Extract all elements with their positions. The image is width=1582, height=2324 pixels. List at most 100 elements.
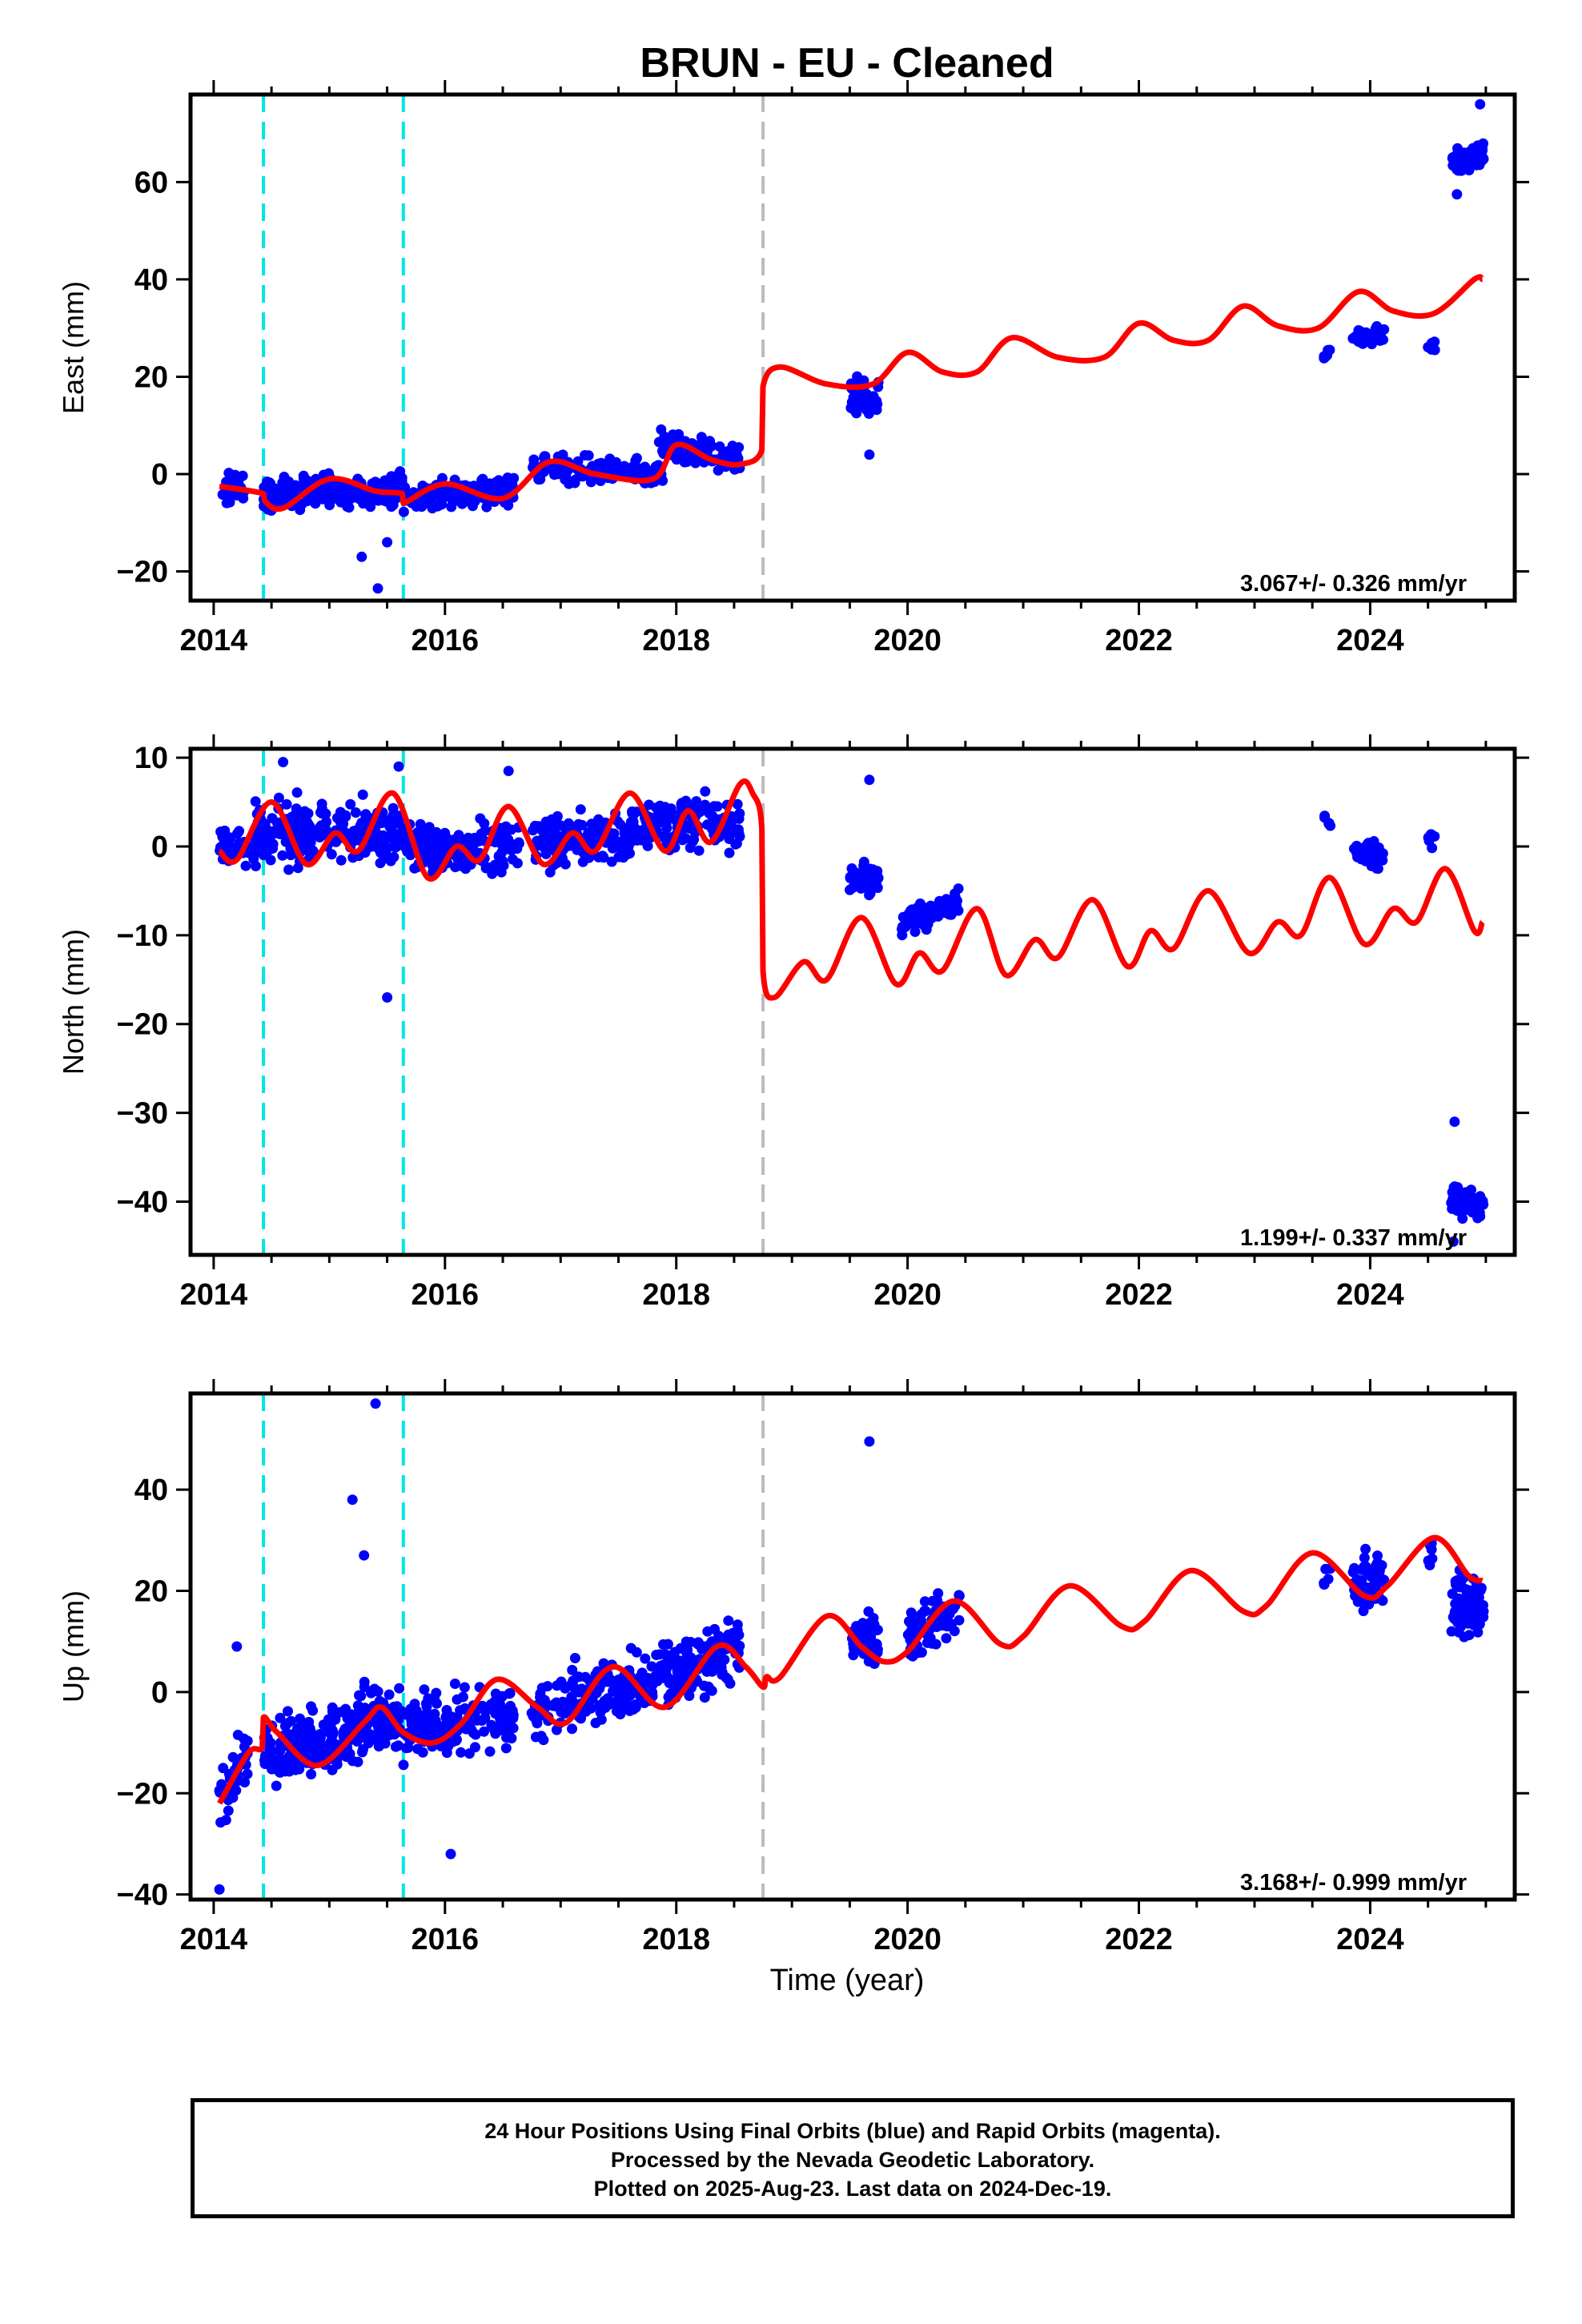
data-point: [709, 1623, 721, 1634]
data-point: [359, 1703, 371, 1714]
data-point: [667, 808, 678, 819]
data-point: [1454, 1611, 1465, 1622]
data-point: [580, 450, 590, 460]
data-point: [864, 1626, 875, 1637]
data-point: [250, 796, 261, 807]
model-fit-line: [217, 778, 1485, 1001]
data-point: [560, 858, 571, 870]
data-point: [863, 1606, 874, 1617]
data-point: [275, 829, 287, 840]
data-point: [303, 1716, 315, 1727]
data-point: [283, 864, 295, 875]
data-point: [265, 1744, 276, 1755]
data-point: [940, 900, 951, 911]
data-point: [651, 1650, 662, 1660]
data-point: [937, 1614, 948, 1625]
data-point: [847, 403, 858, 414]
data-point: [536, 1731, 547, 1742]
data-point: [363, 495, 375, 506]
data-point: [627, 825, 638, 836]
data-point: [1360, 1543, 1371, 1554]
data-point: [536, 825, 548, 836]
data-point: [277, 484, 288, 495]
data-point: [946, 909, 957, 920]
data-point: [1358, 1606, 1369, 1617]
data-point: [375, 858, 386, 869]
data-point: [475, 480, 486, 491]
x-tick-label: 2014: [180, 1278, 248, 1312]
data-point: [870, 399, 881, 410]
data-point: [706, 1636, 717, 1647]
data-point: [576, 1713, 586, 1724]
data-point: [1368, 1581, 1379, 1592]
data-point: [908, 915, 919, 926]
data-point: [446, 501, 457, 513]
data-point-outlier: [382, 992, 393, 1003]
y-tick-label: 10: [135, 742, 168, 775]
data-point: [731, 838, 742, 849]
y-tick-label: 20: [135, 360, 168, 394]
data-point: [1373, 1571, 1383, 1582]
data-point: [292, 862, 303, 874]
data-point: [486, 1699, 496, 1710]
data-point: [1352, 1596, 1363, 1607]
data-point: [707, 1666, 717, 1677]
data-point: [378, 830, 389, 841]
data-point: [625, 1642, 636, 1654]
data-point: [428, 1723, 440, 1733]
data-point: [1472, 1207, 1483, 1217]
data-point: [1323, 818, 1335, 829]
data-point-outlier: [864, 449, 875, 460]
data-point: [1475, 1191, 1486, 1202]
x-tick-label: 2014: [180, 624, 248, 657]
data-point: [239, 1777, 251, 1787]
data-point: [697, 437, 709, 448]
data-point: [494, 1721, 505, 1732]
data-point: [1368, 855, 1379, 866]
data-point: [655, 1660, 666, 1671]
data-point: [298, 477, 309, 489]
data-point: [275, 1712, 286, 1723]
data-point: [651, 802, 662, 814]
model-fit-line: [217, 1534, 1484, 1805]
data-point: [1426, 344, 1437, 355]
data-point: [1423, 1555, 1434, 1566]
y-tick-label: 60: [135, 166, 168, 199]
data-point: [331, 812, 343, 823]
data-point: [911, 903, 922, 914]
data-point: [359, 1676, 370, 1687]
data-point: [215, 1817, 227, 1828]
data-point-outlier: [214, 1884, 225, 1895]
data-point-outlier: [372, 583, 383, 594]
data-point: [1368, 332, 1379, 343]
data-point: [1355, 326, 1366, 337]
data-point: [1354, 336, 1365, 348]
data-points: [217, 99, 1489, 594]
data-point: [681, 1651, 693, 1663]
data-point: [404, 1708, 415, 1719]
data-point: [1379, 324, 1390, 335]
data-point: [1459, 147, 1470, 159]
data-point: [1447, 1203, 1458, 1214]
data-point: [306, 1727, 317, 1738]
data-point: [569, 1653, 580, 1663]
data-point: [552, 1699, 563, 1710]
data-points: [215, 757, 1489, 1247]
data-point: [303, 808, 314, 819]
data-point: [598, 852, 609, 863]
data-point: [856, 873, 867, 884]
x-tick-label: 2024: [1336, 1923, 1404, 1956]
data-point: [354, 1690, 364, 1701]
data-point: [691, 796, 702, 807]
x-tick-label: 2022: [1105, 1278, 1173, 1312]
data-point: [306, 1769, 317, 1779]
data-point: [421, 1701, 432, 1712]
data-point: [724, 847, 735, 858]
data-point: [487, 868, 498, 879]
x-tick-label: 2016: [412, 1923, 480, 1956]
x-tick-label: 2024: [1336, 624, 1404, 657]
footer-info-box: 24 Hour Positions Using Final Orbits (bl…: [191, 2098, 1515, 2218]
data-point: [723, 1615, 734, 1626]
plot-frame: [188, 746, 1517, 1257]
